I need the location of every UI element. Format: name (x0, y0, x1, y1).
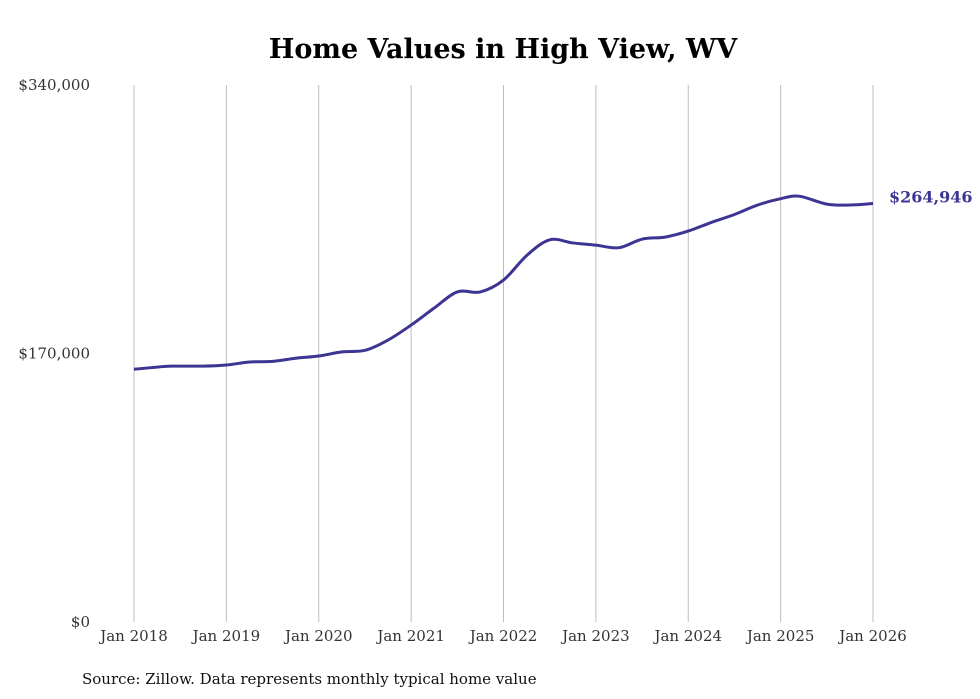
x-tick-label: Jan 2024 (652, 627, 722, 645)
x-tick-label: Jan 2023 (560, 627, 630, 645)
x-tick-label: Jan 2021 (375, 627, 445, 645)
grid (133, 85, 874, 622)
source-note: Source: Zillow. Data represents monthly … (82, 670, 537, 688)
y-tick-label: $0 (71, 613, 90, 631)
x-tick-label: Jan 2022 (468, 627, 538, 645)
x-tick-label: Jan 2019 (191, 627, 261, 645)
y-tick-label: $170,000 (18, 345, 90, 363)
x-tick-label: Jan 2018 (98, 627, 168, 645)
chart-title: Home Values in High View, WV (269, 34, 738, 65)
y-axis: $0 $170,000 $340,000 (18, 76, 90, 631)
x-tick-label: Jan 2025 (745, 627, 815, 645)
y-tick-label: $340,000 (18, 76, 90, 94)
end-value-label: $264,946 (889, 188, 973, 207)
x-axis: Jan 2018 Jan 2019 Jan 2020 Jan 2021 Jan 2022… (98, 627, 907, 645)
series-line (133, 194, 874, 371)
x-tick-label: Jan 2020 (283, 627, 353, 645)
x-tick-label: Jan 2026 (837, 627, 907, 645)
